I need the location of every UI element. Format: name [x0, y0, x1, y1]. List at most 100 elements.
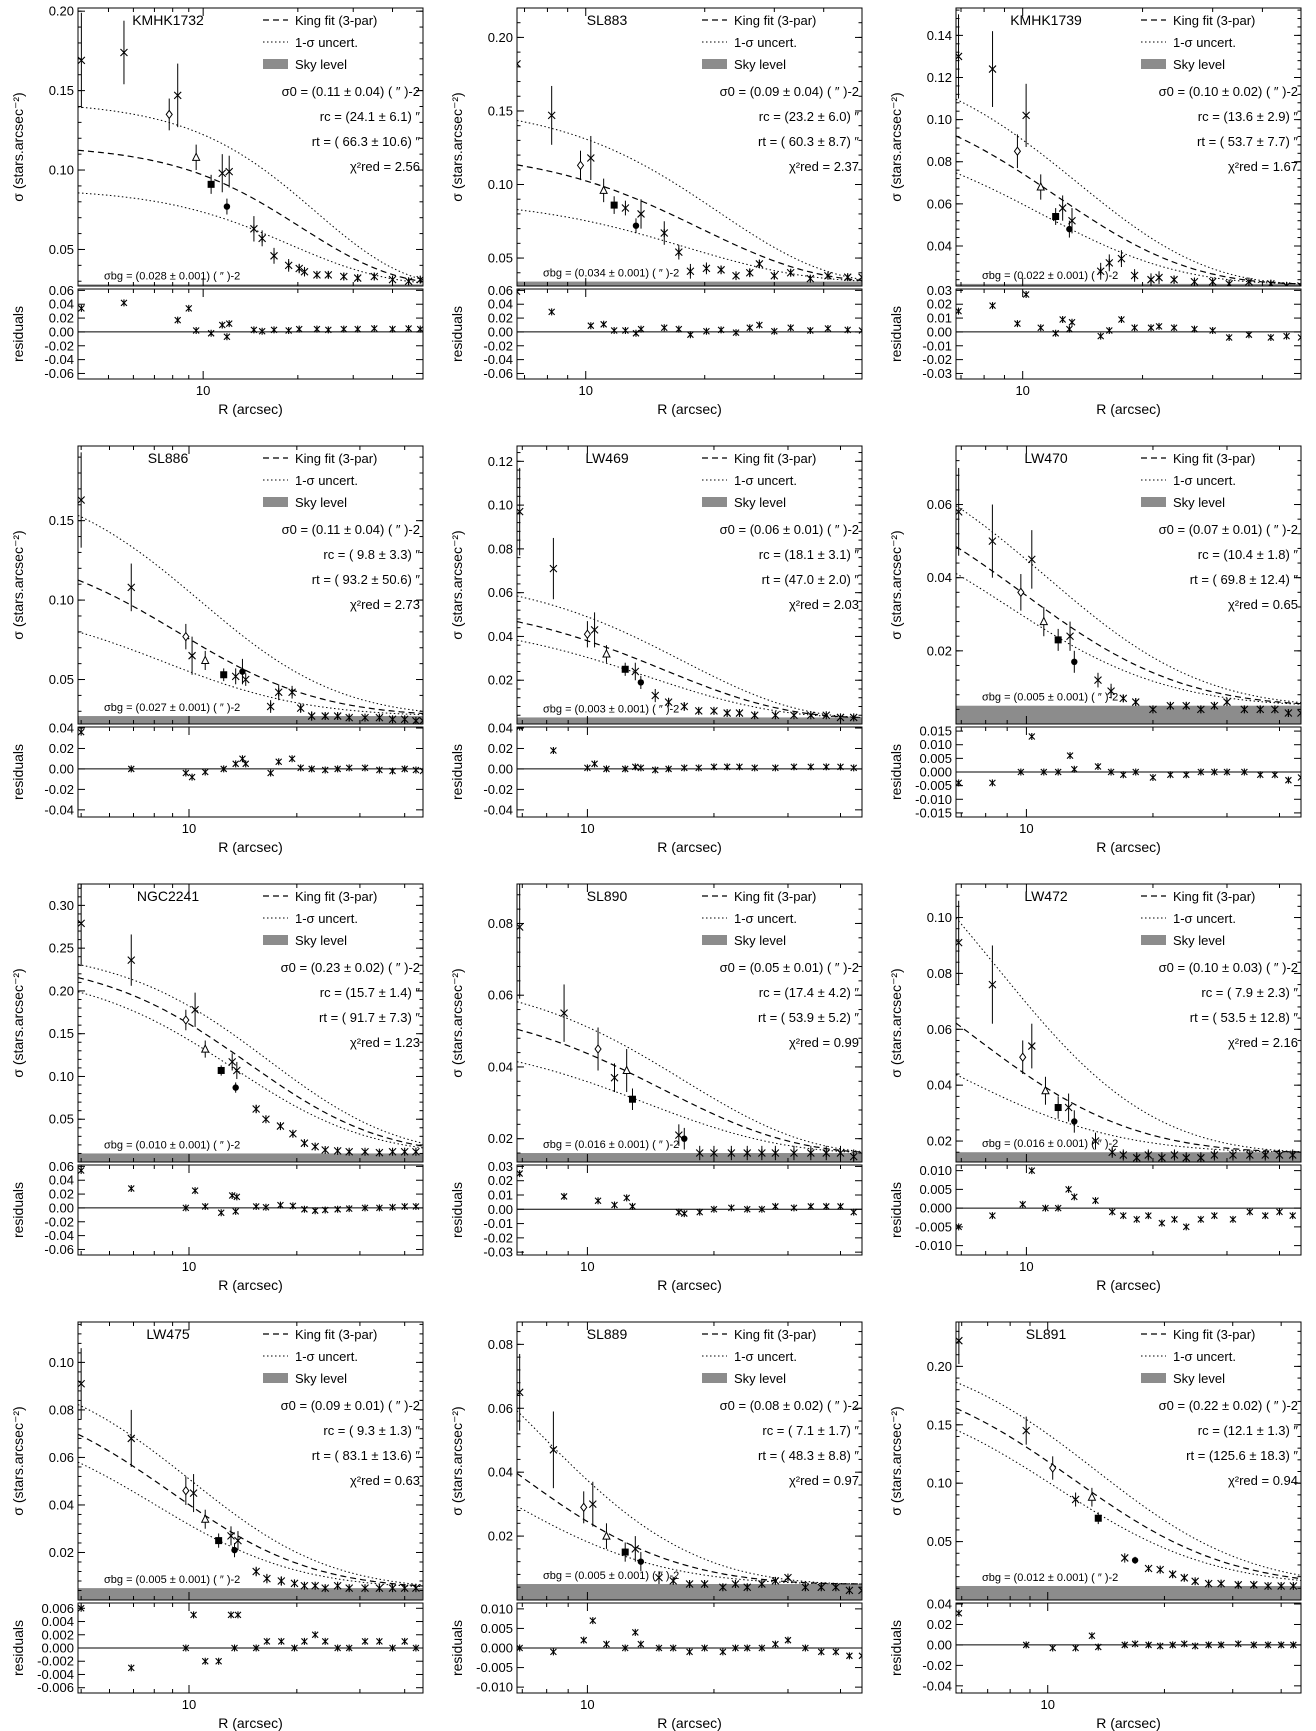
uncert-lower-curve: [956, 1074, 1301, 1153]
resid-marker: [517, 727, 524, 731]
resid-marker: [1169, 1641, 1177, 1649]
r-tick-label: 0.005: [919, 751, 952, 766]
resid-marker: [591, 760, 598, 768]
y-axis-label: σ (stars.arcsec⁻²): [10, 92, 26, 201]
point-marker: [333, 1146, 342, 1155]
data-point: [602, 645, 611, 663]
sky-level-band: [956, 283, 1301, 286]
data-point: [845, 1586, 854, 1595]
resid-marker: [732, 329, 740, 337]
x-axis-label: R (arcsec): [657, 1715, 722, 1731]
data-point: [723, 709, 732, 718]
data-point: [1191, 1577, 1200, 1586]
resid-marker: [1040, 768, 1048, 776]
x-axis-label: R (arcsec): [1096, 1715, 1161, 1731]
rt-value: rt = ( 69.8 ± 12.4) ″: [1190, 572, 1299, 587]
legend-uncert-label: 1-σ uncert.: [295, 35, 358, 50]
data-point: [1036, 174, 1046, 200]
chi2-value: χ²red = 0.65: [1228, 597, 1298, 612]
r-tick-label: -0.010: [915, 1238, 952, 1253]
data-point: [590, 612, 599, 648]
data-point: [127, 934, 136, 986]
data-point: [610, 1063, 619, 1093]
uncert-lower-curve: [517, 209, 862, 282]
point-marker: [218, 169, 227, 178]
data-point: [988, 945, 997, 1024]
x-axis-label: R (arcsec): [218, 401, 283, 417]
point-marker: [276, 1122, 285, 1131]
point-marker: [284, 261, 293, 270]
point-marker: [200, 655, 210, 664]
data-point: [1288, 1149, 1297, 1161]
r-tick-label: -0.02: [44, 338, 74, 353]
point-marker: [1131, 1557, 1139, 1564]
resid-marker: [1182, 771, 1190, 779]
resid-marker: [584, 764, 591, 772]
point-marker: [849, 713, 858, 722]
r-tick-label: -0.005: [915, 1219, 952, 1234]
r-tick-label: -0.06: [483, 366, 513, 381]
data-point: [353, 274, 362, 283]
legend-sky-label: Sky level: [1173, 495, 1225, 510]
resid-marker: [517, 289, 521, 296]
legend-king-label: King fit (3-par): [295, 13, 377, 28]
data-point: [790, 1145, 798, 1161]
resid-marker: [345, 1205, 353, 1213]
point-marker: [660, 229, 669, 238]
y-tick-label: 0.04: [488, 629, 513, 644]
resid-marker: [1264, 1641, 1272, 1649]
chi2-value: χ²red = 0.63: [350, 1473, 420, 1488]
data-point: [858, 273, 862, 282]
panel-sl886: 0.05 0.10 0.15 σ (stars.arcsec⁻²) SL886 King …: [10, 445, 424, 855]
resid-plot-area: [78, 299, 423, 341]
resid-marker: [225, 320, 233, 328]
data-point: [988, 31, 997, 107]
data-point: [718, 1583, 727, 1592]
data-point: [1147, 273, 1155, 286]
data-point: [1217, 1579, 1225, 1588]
r-tick-label: 0.00: [488, 1202, 513, 1217]
resid-marker: [1019, 1200, 1027, 1208]
main-plot-area: [956, 900, 1301, 1162]
resid-marker: [277, 1637, 285, 1645]
data-point: [1155, 271, 1163, 284]
sigma-bg-label: σbg = (0.012 ± 0.001) ( ″ )-2: [982, 1572, 1118, 1584]
point-marker: [227, 1531, 235, 1540]
point-marker: [1182, 1153, 1191, 1162]
point-marker: [258, 234, 267, 243]
data-point: [388, 1584, 397, 1593]
resid-marker: [621, 765, 629, 773]
resid-marker: [989, 779, 996, 787]
resid-plot-area: [517, 727, 862, 774]
resid-marker: [1246, 1208, 1254, 1216]
point-marker: [1091, 1137, 1100, 1145]
data-point: [637, 675, 645, 689]
y-tick-label: 0.06: [488, 585, 513, 600]
point-marker: [790, 711, 798, 720]
legend-uncert-label: 1-σ uncert.: [734, 911, 797, 926]
resid-marker: [1156, 1642, 1164, 1650]
point-marker: [1157, 1153, 1166, 1162]
uncert-lower-curve: [78, 1461, 423, 1588]
data-point: [631, 662, 640, 681]
main-frame: [955, 1321, 1302, 1601]
point-marker: [602, 1530, 611, 1540]
data-point: [200, 1040, 210, 1058]
r-tick-label: 0.005: [480, 1621, 513, 1636]
resid-marker: [1054, 1204, 1062, 1212]
data-point: [621, 200, 630, 216]
point-marker: [631, 1544, 640, 1553]
resid-marker: [1065, 1185, 1072, 1193]
point-marker: [806, 1149, 815, 1158]
r-tick-label: -0.03: [483, 1245, 513, 1260]
sky-level-band: [517, 717, 862, 724]
main-plot-area: [956, 14, 1301, 286]
x-tick-label: 10: [580, 821, 594, 836]
resid-marker: [1158, 1219, 1166, 1227]
cluster-name: KMHK1739: [1010, 12, 1082, 28]
resid-marker: [790, 1204, 798, 1212]
point-marker: [1064, 1103, 1073, 1112]
point-marker: [586, 154, 595, 162]
resid-marker: [1197, 1215, 1205, 1223]
x-axis-label: R (arcsec): [218, 839, 283, 855]
